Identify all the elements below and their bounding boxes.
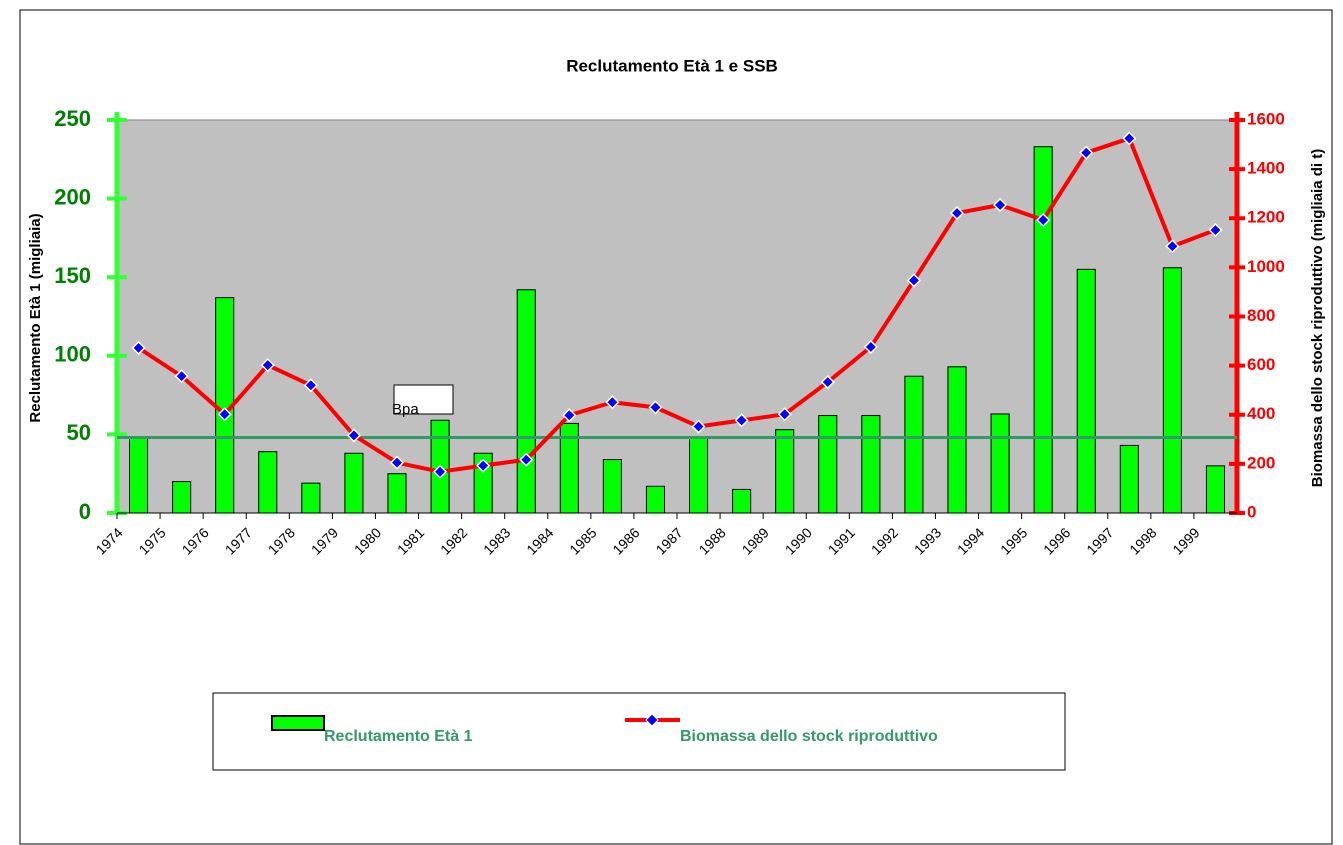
bar (301, 482, 321, 514)
bar (775, 429, 795, 514)
legend-label: Biomassa dello stock riproduttivo (680, 728, 938, 745)
line-marker (260, 358, 275, 373)
bar (947, 366, 967, 514)
bar (128, 437, 149, 514)
line-marker (993, 197, 1008, 213)
line-marker (433, 464, 448, 479)
bar (818, 415, 838, 514)
bar (1205, 465, 1226, 514)
bar (258, 451, 278, 514)
line-marker (389, 455, 405, 470)
line-marker (131, 340, 146, 356)
line-marker (174, 369, 189, 384)
y2-tick-label: 1400 (1247, 159, 1285, 178)
line-marker (906, 273, 921, 288)
y2-tick-label: 1200 (1247, 208, 1285, 227)
y-tick-label: 0 (79, 499, 91, 524)
line-marker (691, 419, 706, 434)
bar (172, 481, 192, 514)
bar (1076, 268, 1096, 514)
y-tick-label: 100 (54, 342, 91, 367)
y2-tick-label: 800 (1247, 306, 1275, 325)
line-marker (346, 428, 361, 443)
bar (387, 473, 407, 514)
bar (602, 459, 622, 514)
legend-label: Reclutamento Età 1 (324, 728, 473, 745)
chart-title: Reclutamento Età 1 e SSB (566, 56, 778, 75)
reference-label-box (393, 384, 454, 415)
line-series (137, 135, 1217, 474)
y2-tick-label: 0 (1247, 502, 1256, 521)
y2-tick-label: 600 (1247, 355, 1275, 374)
line-marker (1036, 212, 1051, 228)
legend-swatch (271, 715, 325, 731)
bar (344, 452, 364, 514)
y2-tick-label: 400 (1247, 404, 1275, 423)
y-axis-title: Reclutamento Età 1 (migliaia) (27, 213, 44, 422)
bar (990, 413, 1010, 514)
y-tick-label: 250 (54, 106, 91, 131)
line-marker (519, 452, 534, 467)
bar (1033, 146, 1053, 514)
bar (1162, 267, 1182, 514)
bar (516, 289, 536, 514)
line-marker (476, 458, 491, 473)
line-marker (820, 375, 835, 390)
bar (904, 375, 924, 514)
line-marker (1165, 239, 1180, 254)
line-marker (217, 407, 232, 422)
line-marker (303, 378, 318, 393)
legend (212, 692, 1066, 771)
y2-axis-title: Biomassa dello stock riproduttivo (migli… (1309, 149, 1326, 487)
legend-marker (645, 713, 659, 727)
y2-tick-label: 1000 (1247, 257, 1285, 276)
bar (645, 485, 666, 514)
reference-label: Bpa (392, 401, 419, 418)
line-marker (949, 206, 965, 221)
line-marker (648, 400, 663, 415)
line-marker (863, 339, 878, 355)
y2-tick-label: 1600 (1247, 109, 1285, 128)
line-marker (1208, 222, 1223, 238)
y-tick-label: 150 (54, 263, 91, 288)
line-marker (734, 413, 749, 428)
line-marker (605, 395, 620, 410)
bar (559, 422, 579, 514)
line-marker (1079, 145, 1094, 160)
bar (861, 415, 881, 514)
line-marker (1122, 131, 1137, 146)
y2-tick-label: 200 (1247, 453, 1275, 472)
bar (1119, 444, 1139, 514)
line-marker (562, 408, 577, 423)
y-tick-label: 200 (54, 184, 91, 209)
bar (688, 437, 709, 514)
y-tick-label: 50 (67, 420, 91, 445)
line-marker (777, 407, 792, 422)
bar (732, 488, 752, 514)
